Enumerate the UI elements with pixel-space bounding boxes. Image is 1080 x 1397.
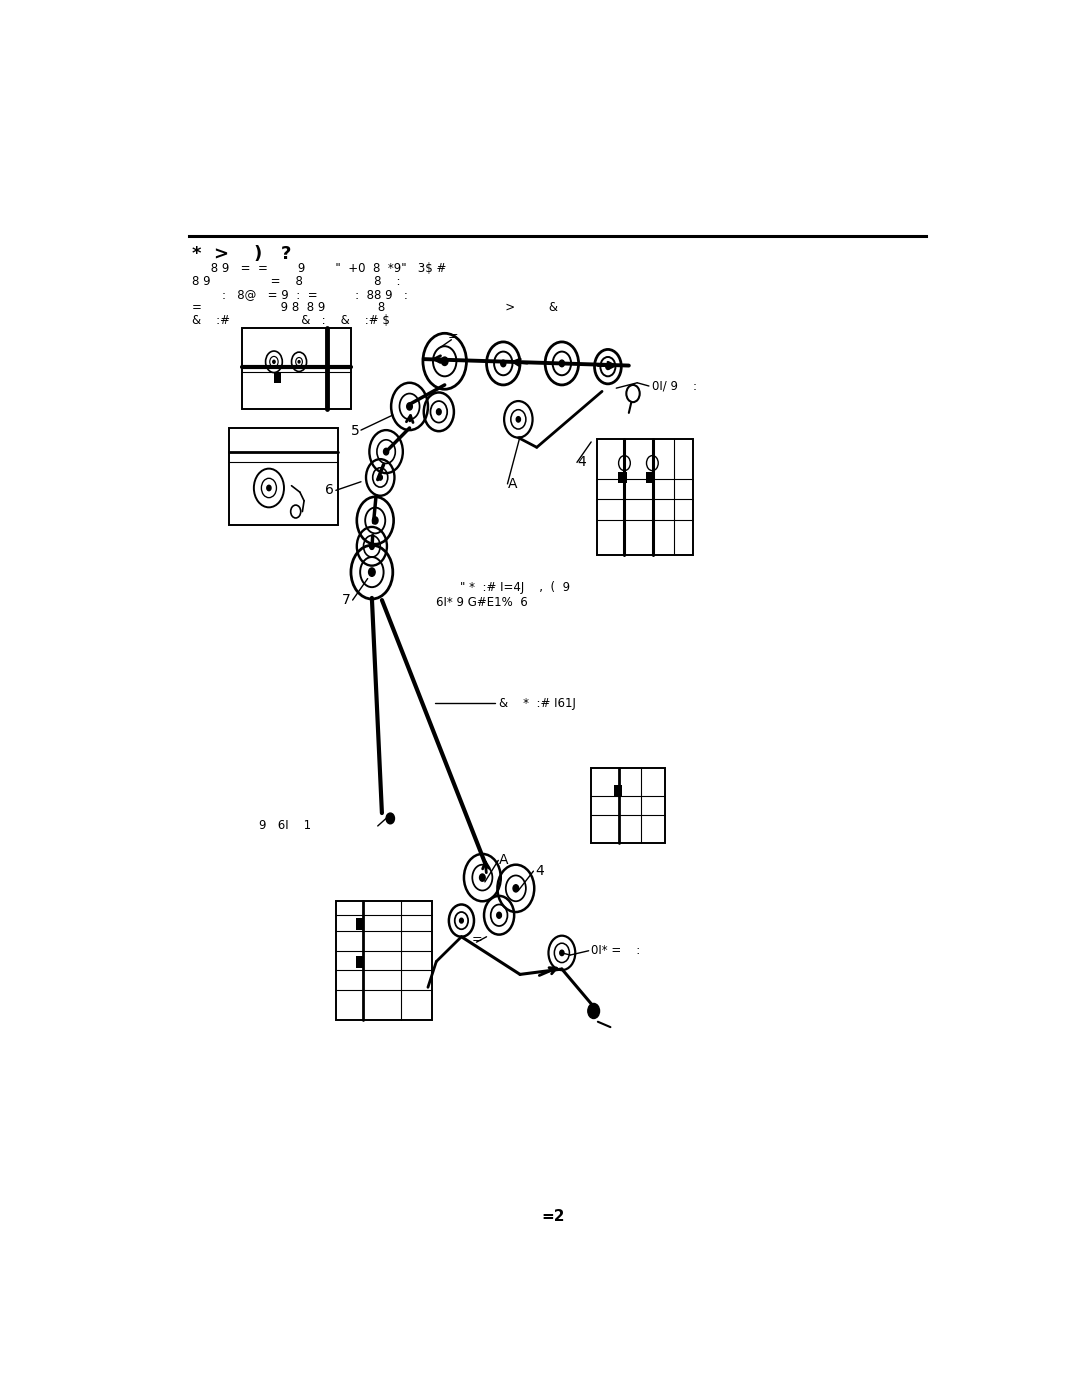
Text: =: =: [471, 933, 482, 947]
Circle shape: [378, 475, 382, 481]
Text: 4: 4: [577, 455, 585, 469]
Text: :   8@   = 9  :  =          :  88 9   :: : 8@ = 9 : = : 88 9 :: [192, 288, 408, 302]
Text: 8 9                =    8                   8    :: 8 9 = 8 8 :: [192, 275, 401, 288]
Circle shape: [497, 912, 501, 918]
Circle shape: [383, 448, 389, 455]
Bar: [336, 901, 432, 1020]
Bar: [229, 427, 338, 525]
Bar: [356, 918, 364, 929]
Circle shape: [386, 813, 394, 824]
Text: =: =: [448, 330, 458, 344]
Text: 0I/ 9    :: 0I/ 9 :: [652, 380, 698, 393]
Circle shape: [588, 1003, 599, 1018]
Circle shape: [368, 569, 375, 577]
Text: 6: 6: [325, 483, 334, 497]
Text: 7: 7: [342, 594, 351, 608]
Bar: [274, 372, 282, 383]
Text: &    :#                   &   :    &    :# $: & :# & : & :# $: [192, 314, 390, 327]
Text: 0I* =    :: 0I* = :: [591, 944, 640, 957]
Text: 5: 5: [351, 425, 360, 439]
Bar: [646, 472, 654, 483]
Circle shape: [436, 409, 441, 415]
Circle shape: [606, 365, 610, 369]
Bar: [242, 328, 351, 408]
Text: A: A: [499, 854, 509, 868]
Circle shape: [460, 918, 463, 923]
Circle shape: [626, 386, 639, 402]
Circle shape: [513, 884, 518, 891]
Circle shape: [559, 360, 565, 367]
Circle shape: [516, 416, 521, 422]
Bar: [597, 439, 693, 555]
Text: *  >    )   ?: * > ) ?: [192, 244, 292, 263]
Circle shape: [501, 360, 505, 367]
Text: =                     9 8  8 9              8                                >  : = 9 8 8 9 8 >: [192, 300, 558, 314]
Bar: [615, 785, 621, 796]
Bar: [591, 768, 665, 844]
Circle shape: [480, 875, 485, 882]
Text: 4: 4: [535, 865, 544, 879]
Circle shape: [298, 360, 300, 363]
Bar: [618, 472, 626, 483]
Circle shape: [407, 402, 413, 411]
Text: 9   6I    1: 9 6I 1: [259, 820, 311, 833]
Text: " *  :# I=4J    ,  (  9: " * :# I=4J , ( 9: [460, 581, 570, 594]
Bar: [356, 956, 364, 968]
Text: A: A: [508, 476, 517, 490]
Text: 6I* 9 G#E1%  6: 6I* 9 G#E1% 6: [436, 595, 528, 609]
Text: 8 9   =  =        9        "  +0  8  *9"   3$ #: 8 9 = = 9 " +0 8 *9" 3$ #: [192, 263, 446, 275]
Circle shape: [559, 950, 564, 956]
Circle shape: [267, 485, 271, 490]
Text: =2: =2: [542, 1208, 565, 1224]
Text: &    *  :# I61J: & * :# I61J: [499, 697, 576, 710]
Circle shape: [442, 358, 448, 366]
Circle shape: [369, 543, 374, 549]
Circle shape: [273, 360, 275, 363]
Circle shape: [373, 517, 378, 524]
